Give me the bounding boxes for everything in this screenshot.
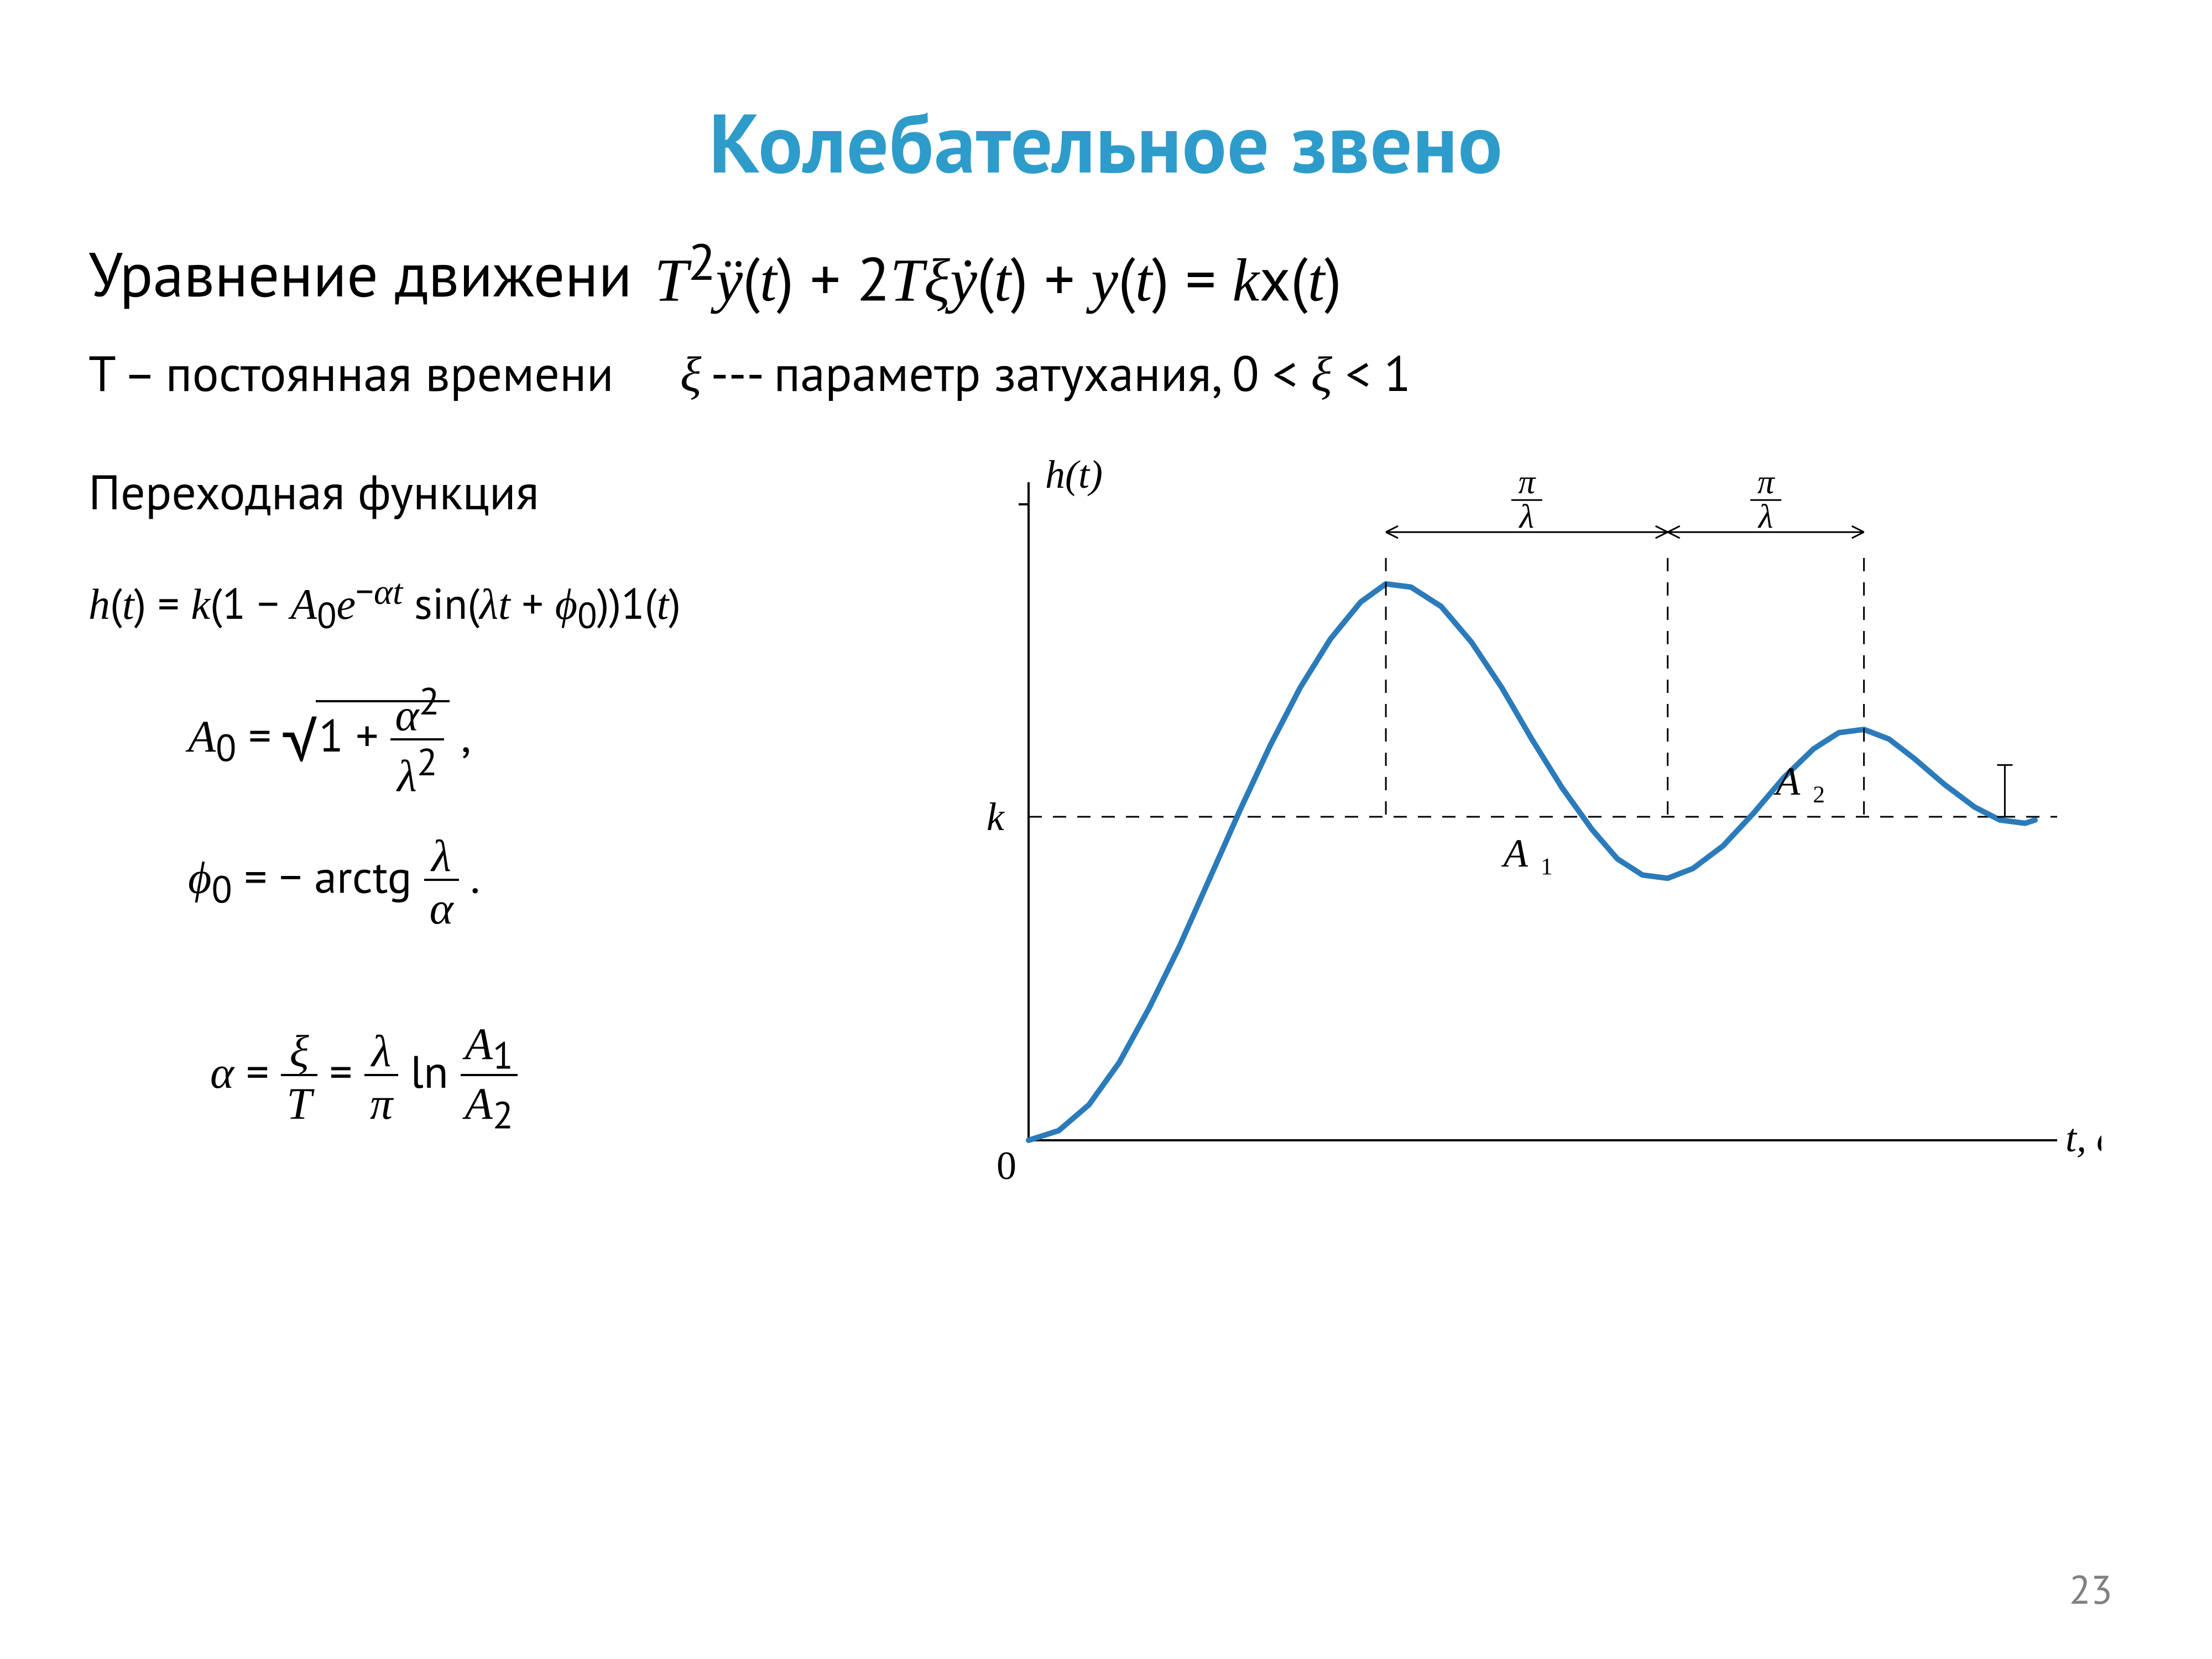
equation-label: Уравнение движени — [88, 233, 632, 314]
phi0-equation: ϕ0 = − arctg λα . — [88, 832, 918, 931]
svg-text:h(t): h(t) — [1045, 460, 1103, 497]
time-constant-def: T – постоянная времени — [88, 340, 614, 405]
chart-svg: πλπλh(t)t, с0kA1A2 — [940, 460, 2101, 1207]
svg-text:π: π — [1519, 463, 1537, 501]
page-title: Колебательное звено — [88, 88, 2124, 196]
damping-param-def: ξ --- параметр затухания, 0 < ξ < 1 — [680, 340, 1411, 405]
svg-text:2: 2 — [1813, 782, 1825, 808]
transfer-function-heading: Переходная функция — [88, 460, 918, 523]
svg-text:k: k — [987, 795, 1005, 839]
equation-of-motion-row: Уравнение движени T2ÿ(t) + 2Tξẏ(t) + y(t… — [88, 229, 2124, 318]
svg-text:t, с: t, с — [2065, 1116, 2101, 1160]
definitions-row: T – постоянная времени ξ --- параметр за… — [88, 340, 2124, 405]
svg-text:0: 0 — [997, 1144, 1016, 1188]
svg-text:λ: λ — [1757, 498, 1773, 535]
alpha-equation: α = ξT = λπ ln A1A2 — [88, 1020, 918, 1133]
svg-text:1: 1 — [1541, 854, 1553, 880]
page-number: 23 — [2069, 1563, 2112, 1615]
svg-text:A: A — [1773, 759, 1801, 804]
equation-of-motion: T2ÿ(t) + 2Tξẏ(t) + y(t) = kx(t) — [654, 229, 1342, 318]
a0-equation: A0 = √1 + α2λ2 , — [88, 682, 918, 799]
transfer-function-equation: h(t) = k(1 − A0e−αt sin(λt + ϕ0))1(t) — [88, 567, 918, 638]
svg-text:A: A — [1501, 831, 1528, 875]
svg-text:π: π — [1757, 463, 1776, 501]
svg-text:λ: λ — [1519, 498, 1535, 535]
step-response-chart: πλπλh(t)t, с0kA1A2 — [940, 460, 2124, 1209]
